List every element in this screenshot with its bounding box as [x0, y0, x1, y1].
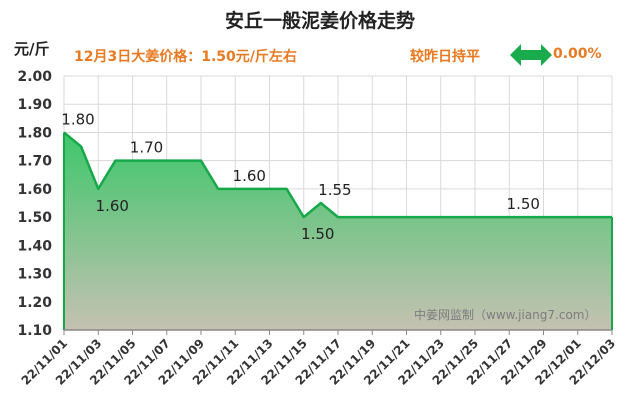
y-tick-label: 1.60	[17, 182, 52, 198]
y-tick-label: 1.10	[17, 323, 52, 339]
price-change-text: 0.00%	[553, 46, 602, 62]
y-tick-label: 1.90	[17, 97, 52, 113]
y-tick-label: 1.70	[17, 154, 52, 170]
price-info-text: 12月3日大姜价格：1.50元/斤左右	[74, 49, 297, 65]
price-status-text: 较昨日持平	[410, 49, 480, 65]
y-axis-unit: 元/斤	[14, 40, 50, 58]
double-arrow-icon	[510, 44, 552, 66]
y-tick-label: 2.00	[17, 69, 52, 85]
data-label: 1.60	[96, 197, 129, 215]
y-tick-label: 1.80	[17, 125, 52, 141]
price-area	[64, 132, 612, 330]
data-label: 1.55	[318, 181, 351, 199]
data-label: 1.80	[61, 110, 94, 128]
price-line	[63, 131, 612, 219]
y-tick-label: 1.40	[17, 238, 52, 254]
data-label: 1.50	[301, 225, 334, 243]
data-label: 1.60	[233, 167, 266, 185]
data-label: 1.50	[507, 195, 540, 213]
y-tick-label: 1.50	[17, 210, 52, 226]
y-tick-label: 1.20	[17, 295, 52, 311]
y-tick-label: 1.30	[17, 267, 52, 283]
watermark-text: 中姜网监制（www.jiang7.com）	[414, 308, 597, 322]
data-label: 1.70	[130, 139, 163, 157]
chart-title: 安丘一般泥姜价格走势	[224, 10, 415, 32]
